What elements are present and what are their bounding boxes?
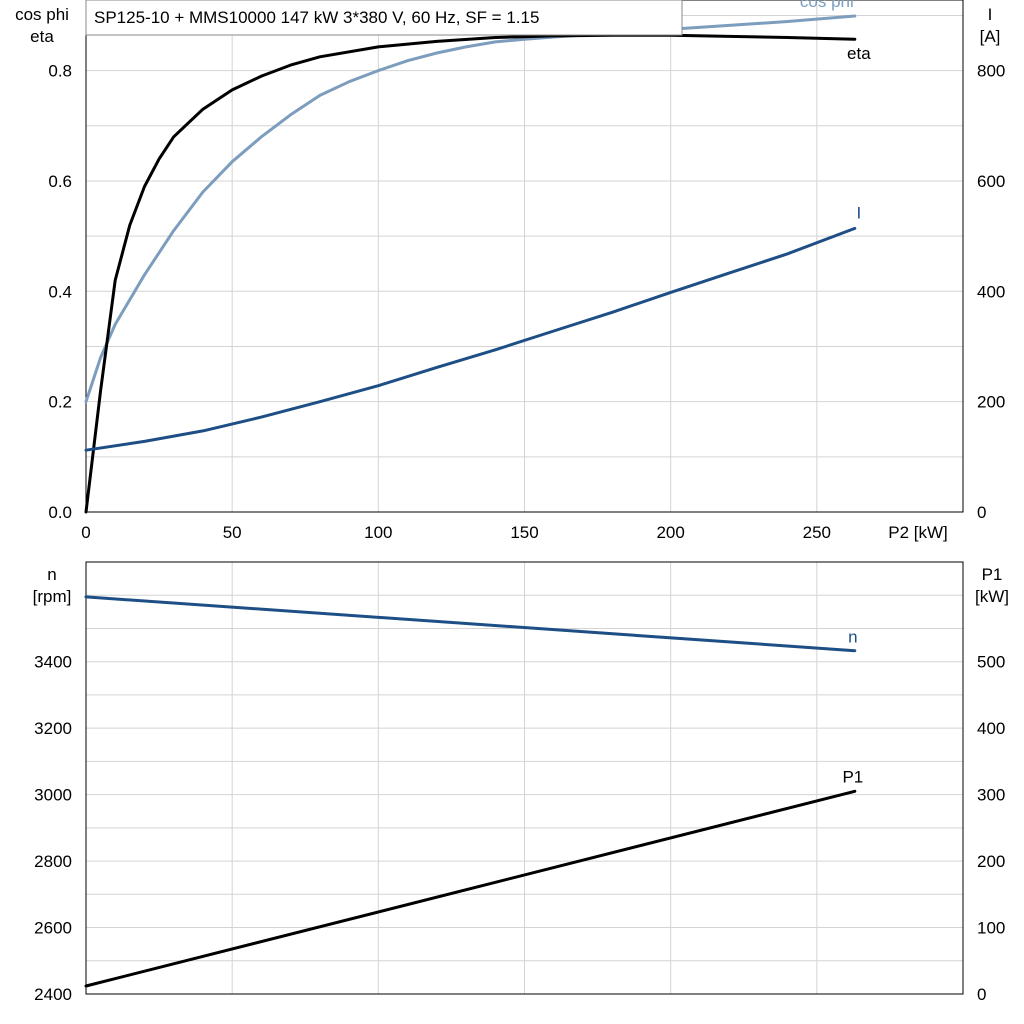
lower-left-axis-label-line-2: [rpm] xyxy=(33,587,72,606)
upper-grid xyxy=(86,0,963,512)
lower-left-tick-label: 2600 xyxy=(34,919,72,938)
series-label-i: I xyxy=(856,203,861,222)
x-axis-label: P2 [kW] xyxy=(888,523,948,542)
lower-right-tick-label: 500 xyxy=(977,653,1005,672)
lower-plot-frame xyxy=(85,561,964,995)
lower-left-tick-label: 2400 xyxy=(34,985,72,1004)
upper-series-lines xyxy=(84,14,857,514)
lower-right-axis-label-line-1: P1 xyxy=(982,565,1003,584)
x-tick-label: 100 xyxy=(364,523,392,542)
lower-right-tick-label: 200 xyxy=(977,852,1005,871)
upper-left-axis-label-line-1: cos phi xyxy=(15,5,69,24)
upper-right-tick-label: 800 xyxy=(977,62,1005,81)
x-tick-label: 200 xyxy=(656,523,684,542)
series-label-p1: P1 xyxy=(842,767,863,786)
lower-panel: 2400 2600 2800 3000 3200 3400 0 100 200 300 400 500… xyxy=(33,561,1009,1004)
upper-right-axis-label-line-1: I xyxy=(988,5,993,24)
x-tick-label: 50 xyxy=(223,523,242,542)
series-line-i xyxy=(84,226,857,452)
upper-right-tick-label: 200 xyxy=(977,393,1005,412)
upper-tick-labels: 0.0 0.2 0.4 0.6 0.8 0 200 400 600 800 0 50 100 150 200… xyxy=(48,62,1005,542)
upper-series-labels: cos phi eta I xyxy=(800,0,871,222)
chart-title-box xyxy=(85,0,683,36)
series-line-n xyxy=(84,595,857,653)
upper-left-tick-label: 0.8 xyxy=(48,62,72,81)
upper-right-axis-label-line-2: [A] xyxy=(980,27,1001,46)
upper-right-tick-label: 600 xyxy=(977,172,1005,191)
lower-right-tick-label: 400 xyxy=(977,719,1005,738)
chart-title: SP125-10 + MMS10000 147 kW 3*380 V, 60 H… xyxy=(94,8,539,27)
lower-right-tick-label: 0 xyxy=(977,985,986,1004)
series-label-eta: eta xyxy=(847,44,871,63)
lower-series-lines xyxy=(84,595,857,988)
lower-series-labels: n P1 xyxy=(842,628,863,787)
upper-panel: 0.0 0.2 0.4 0.6 0.8 0 200 400 600 800 0 50 100 150 200… xyxy=(15,0,1005,542)
series-label-n: n xyxy=(848,628,857,647)
lower-left-tick-label: 3400 xyxy=(34,653,72,672)
series-line-p1 xyxy=(84,789,857,988)
lower-right-axis-label-line-2: [kW] xyxy=(975,587,1009,606)
lower-left-tick-label: 3000 xyxy=(34,786,72,805)
upper-plot-frame xyxy=(85,0,964,513)
upper-right-tick-label: 0 xyxy=(977,503,986,522)
upper-left-tick-label: 0.6 xyxy=(48,172,72,191)
lower-left-tick-label: 3200 xyxy=(34,719,72,738)
upper-left-axis-label-line-2: eta xyxy=(30,27,54,46)
series-label-cos-phi: cos phi xyxy=(800,0,854,11)
upper-left-tick-label: 0.0 xyxy=(48,503,72,522)
x-tick-label: 0 xyxy=(81,523,90,542)
series-line-cos-phi xyxy=(84,14,857,404)
lower-grid xyxy=(86,562,963,994)
lower-left-tick-label: 2800 xyxy=(34,852,72,871)
x-tick-label: 150 xyxy=(510,523,538,542)
lower-right-tick-label: 100 xyxy=(977,919,1005,938)
series-line-eta xyxy=(84,33,857,514)
upper-left-tick-label: 0.2 xyxy=(48,393,72,412)
lower-left-axis-label-line-1: n xyxy=(47,565,56,584)
lower-tick-labels: 2400 2600 2800 3000 3200 3400 0 100 200 300 400 500 xyxy=(34,653,1005,1004)
lower-right-tick-label: 300 xyxy=(977,786,1005,805)
upper-left-tick-label: 0.4 xyxy=(48,282,72,301)
upper-right-tick-label: 400 xyxy=(977,282,1005,301)
x-tick-label: 250 xyxy=(803,523,831,542)
